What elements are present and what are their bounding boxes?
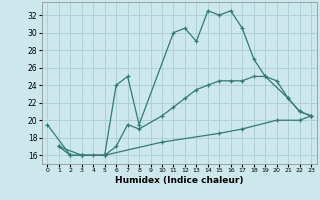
X-axis label: Humidex (Indice chaleur): Humidex (Indice chaleur) xyxy=(115,176,244,185)
